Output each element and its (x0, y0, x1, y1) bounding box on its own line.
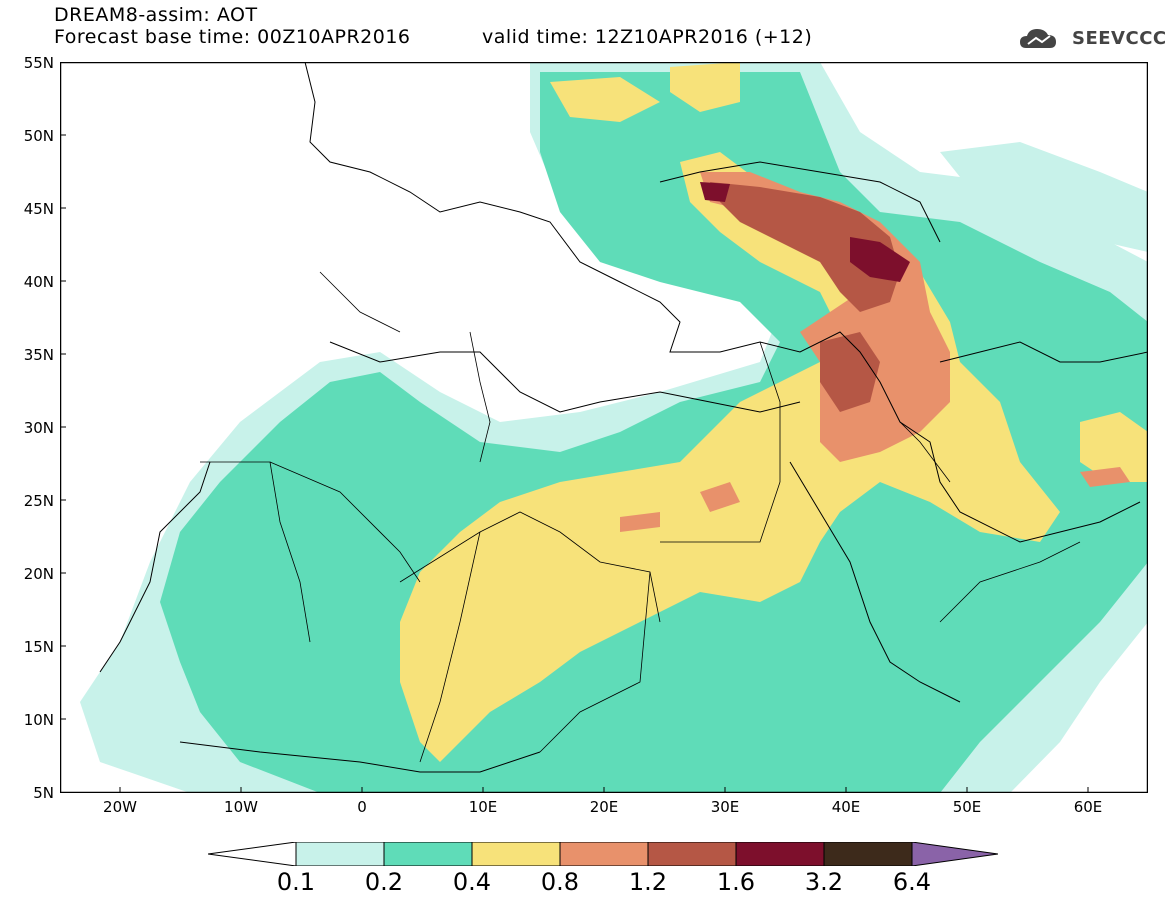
lat-label: 55N (23, 54, 54, 72)
title-line2: Forecast base time: 00Z10APR2016 (54, 26, 411, 48)
legend-label: 0.4 (452, 868, 492, 896)
legend-label: 1.2 (628, 868, 668, 896)
legend-swatch (559, 842, 649, 866)
lon-label: 40E (831, 798, 861, 816)
lon-label: 10E (468, 798, 498, 816)
lon-label: 30E (710, 798, 740, 816)
map-title: DREAM8-assim: AOT Forecast base time: 00… (54, 4, 411, 48)
legend-label: 0.8 (540, 868, 580, 896)
lon-label: 50E (952, 798, 982, 816)
legend-label: 0.1 (276, 868, 316, 896)
legend-swatch (823, 842, 913, 866)
legend-label: 6.4 (892, 868, 932, 896)
map-canvas (60, 62, 1148, 793)
title-line1: DREAM8-assim: AOT (54, 4, 258, 26)
valid-time: valid time: 12Z10APR2016 (+12) (482, 26, 813, 48)
lat-label: 15N (23, 638, 54, 656)
lat-label: 40N (23, 273, 54, 291)
lon-label: 20W (103, 798, 137, 816)
legend-swatch (295, 842, 385, 866)
cloud-logo-icon (1020, 29, 1056, 48)
axis-ticks (60, 134, 1089, 793)
aot-peak-layer (700, 182, 910, 282)
legend-swatch (735, 842, 825, 866)
aot-extreme-layer (710, 182, 900, 412)
legend-arrow-right (911, 842, 998, 866)
borders (200, 271, 1081, 763)
legend-swatch (471, 842, 561, 866)
logo-text: SEEVCCC (1072, 28, 1165, 49)
lat-label: 10N (23, 711, 54, 729)
legend-label: 3.2 (804, 868, 844, 896)
legend-swatch (383, 842, 473, 866)
coastlines (99, 62, 1148, 773)
legend-arrow-left (208, 842, 297, 866)
legend-label: 1.6 (716, 868, 756, 896)
legend-label: 0.2 (364, 868, 404, 896)
lon-label: 0 (357, 798, 367, 816)
lat-label: 30N (23, 419, 54, 437)
color-legend (208, 842, 998, 866)
lat-label: 35N (23, 346, 54, 364)
legend-swatch (647, 842, 737, 866)
lon-label: 20E (589, 798, 619, 816)
lon-label: 60E (1073, 798, 1103, 816)
lat-label: 20N (23, 565, 54, 583)
lat-label: 5N (33, 784, 54, 802)
lon-label: 10W (224, 798, 258, 816)
lat-label: 50N (23, 127, 54, 145)
dust-map (60, 62, 1148, 793)
lat-label: 25N (23, 492, 54, 510)
lat-label: 45N (23, 200, 54, 218)
